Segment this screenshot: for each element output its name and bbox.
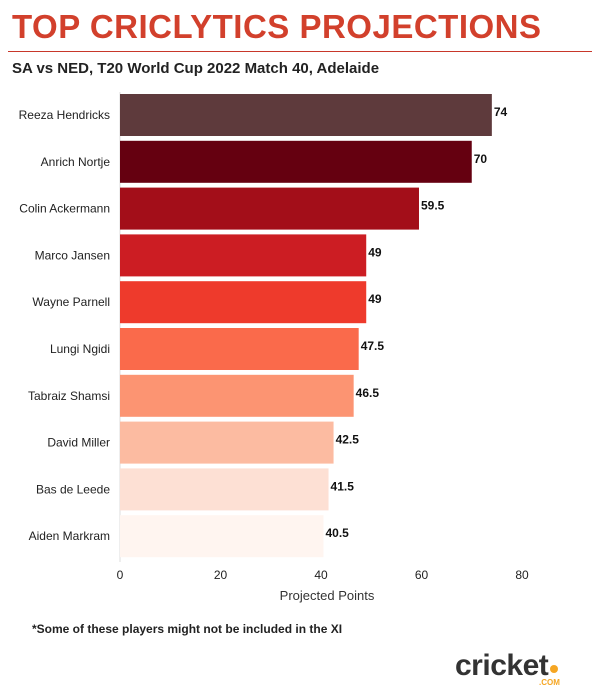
value-label: 59.5 [421,199,445,213]
chart-title: TOP CRICLYTICS PROJECTIONS [12,8,542,45]
value-label: 42.5 [336,433,360,447]
bar [120,140,472,183]
bar [120,187,419,230]
value-label: 49 [368,245,382,259]
bar [120,234,367,277]
value-label: 41.5 [331,479,355,493]
category-label: Bas de Leede [36,482,110,496]
value-label: 40.5 [326,526,350,540]
x-axis-label: Projected Points [280,588,375,603]
cricket-com-logo: cricket [455,649,559,683]
bar [120,515,324,558]
bar [120,94,492,136]
category-label: Anrich Nortje [41,155,111,169]
bar [120,281,367,324]
logo-sub-text: .COM [539,678,560,687]
category-label: Lungi Ngidi [50,342,110,356]
category-label: Marco Jansen [35,248,110,262]
chart-subtitle: SA vs NED, T20 World Cup 2022 Match 40, … [12,60,380,77]
category-label: Tabraiz Shamsi [28,389,110,403]
category-label: David Miller [47,436,110,450]
logo-text: cricket [455,649,549,682]
bar [120,468,329,511]
value-label: 47.5 [361,339,385,353]
value-label: 70 [474,152,488,166]
x-tick-label: 20 [214,568,228,582]
footnote: *Some of these players might not be incl… [32,622,343,636]
category-label: Reeza Hendricks [19,108,110,122]
bar [120,421,334,464]
value-label: 74 [494,105,508,119]
logo-dot-icon [550,665,559,673]
x-tick-label: 0 [117,568,124,582]
category-label: Colin Ackermann [19,202,110,216]
category-label: Wayne Parnell [32,295,110,309]
value-label: 46.5 [356,386,380,400]
x-tick-label: 60 [415,568,429,582]
bar [120,374,354,417]
x-tick-label: 80 [515,568,529,582]
value-label: 49 [368,292,382,306]
bar [120,328,359,370]
category-label: Aiden Markram [29,529,110,543]
bar-chart: Reeza Hendricks 74 Anrich Nortje 70 Colin Ac… [19,92,529,603]
title-divider [8,51,592,52]
x-tick-label: 40 [314,568,328,582]
